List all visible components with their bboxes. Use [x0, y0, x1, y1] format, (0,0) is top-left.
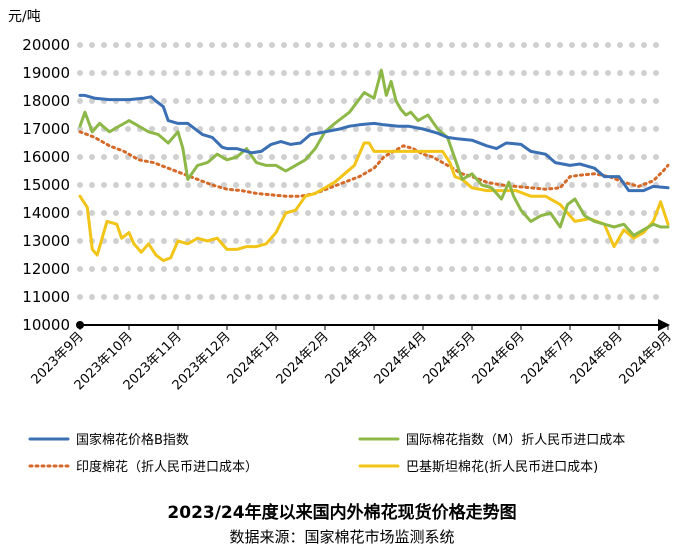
- series-line-pakistan: [78, 141, 670, 263]
- legend-label-m_index: 国际棉花指数（M）折人民币进口成本: [406, 432, 625, 448]
- y-tick-label: 16000: [22, 148, 70, 166]
- legend-label-india: 印度棉花（折人民币进口成本）: [76, 459, 258, 475]
- x-tick-label: 2024年9月: [617, 329, 675, 387]
- gridlines: [77, 42, 671, 300]
- x-axis-arrow-icon: [658, 319, 670, 331]
- series-line-b_index: [78, 93, 670, 193]
- y-tick-label: 11000: [22, 288, 70, 306]
- series-line-m_index: [78, 68, 670, 237]
- y-tick-label: 18000: [22, 92, 70, 110]
- y-tick-label: 20000: [22, 36, 70, 54]
- y-tick-label: 17000: [22, 120, 70, 138]
- y-unit-label: 元/吨: [8, 9, 41, 25]
- y-tick-label: 13000: [22, 232, 70, 250]
- y-tick-label: 15000: [22, 176, 70, 194]
- y-axis-ticks: 10000 11000 12000 13000 14000 15000 16000 17000…: [22, 36, 70, 334]
- y-tick-label: 19000: [22, 64, 70, 82]
- y-tick-label: 12000: [22, 260, 70, 278]
- legend-label-b_index: 国家棉花价格B指数: [76, 432, 189, 448]
- legend-label-pakistan: 巴基斯坦棉花(折人民币进口成本): [406, 459, 598, 475]
- legend: 国家棉花价格B指数 国际棉花指数（M）折人民币进口成本印度棉花（折人民币进口成本）…: [28, 432, 625, 475]
- y-tick-label: 10000: [22, 316, 70, 334]
- x-axis: 2023年9月2023年10月2023年11月2023年12月2024年1月20…: [29, 319, 675, 393]
- y-tick-label: 14000: [22, 204, 70, 222]
- chart-title: 2023/24年度以来国内外棉花现货价格走势图: [167, 503, 517, 523]
- series-lines: [78, 68, 670, 263]
- data-source: 数据来源：国家棉花市场监测系统: [229, 528, 455, 546]
